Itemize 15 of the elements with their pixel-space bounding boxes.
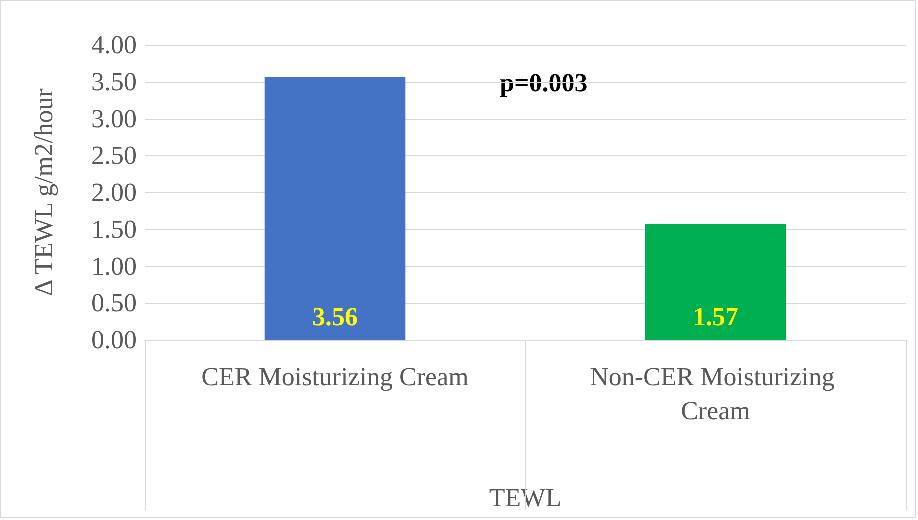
x-tick-label: CER Moisturizing Cream xyxy=(202,362,469,392)
y-tick-label: 3.00 xyxy=(92,104,137,134)
y-tick-label: 1.50 xyxy=(92,214,137,244)
y-tick-label: 1.00 xyxy=(92,252,137,281)
y-tick-label: 2.50 xyxy=(92,141,137,170)
data-label: 1.57 xyxy=(693,302,738,332)
y-tick-label: 3.50 xyxy=(92,67,137,96)
y-tick-label: 2.00 xyxy=(92,178,137,207)
data-label: 3.56 xyxy=(312,302,358,332)
y-axis-title: Δ TEWL g/m2/hour xyxy=(30,88,58,296)
x-tick-label: Non-CER Moisturizing Cream xyxy=(590,362,842,426)
y-tick-label: 0.50 xyxy=(92,288,137,318)
y-tick-label: 0.00 xyxy=(92,326,137,354)
y-tick-label: 4.00 xyxy=(92,30,137,60)
x-axis-title: TEWL xyxy=(489,484,562,512)
